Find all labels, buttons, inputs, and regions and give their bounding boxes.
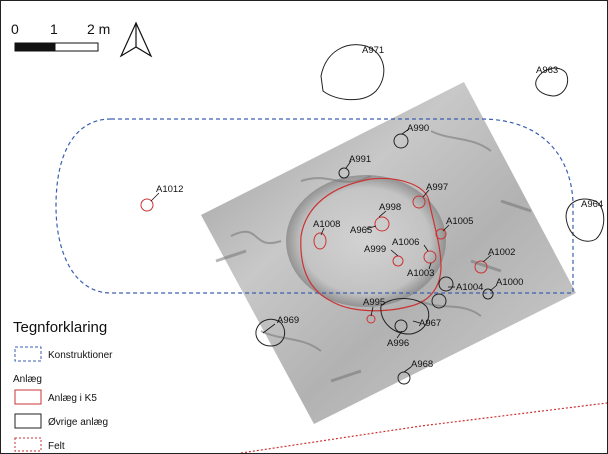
feature-a1003-outline [423,250,437,264]
label-a964: A964 [581,199,603,210]
north-arrow-icon [119,21,153,58]
legend: Tegnforklaring Konstruktioner Anlæg Anlæ… [1,313,161,453]
feature-a1008-outline [313,232,327,250]
legend-label-other: Øvrige anlæg [48,417,108,428]
feature-a969-outline [255,318,286,347]
scale-bar: 0 1 2 m [11,21,110,52]
label-a1006: A1006 [392,237,419,248]
feature-a967-outline [380,298,430,335]
label-a999: A999 [364,244,386,255]
hillshade-raster [201,82,576,424]
scale-label-2: 2 m [87,21,110,37]
feature-a990-outline [393,133,409,149]
feature-a963-outline [535,67,569,97]
label-leaders [150,128,498,373]
feature-a971-outline [320,44,385,101]
construction-outline [55,118,574,294]
label-a997: A997 [426,182,448,193]
k5-labels: A1012 A1008 A998 A997 A965 A1005 A999 A1… [156,182,515,308]
label-a968: A968 [411,359,433,370]
legend-swatch-construction [14,346,42,362]
label-a1008: A1008 [313,219,340,230]
feature-a1012-outline [140,198,154,212]
label-a1004: A1004 [456,282,483,293]
label-a971: A971 [362,45,384,56]
scale-label-0: 0 [11,21,19,37]
legend-swatch-k5 [14,389,42,405]
other-labels: A971 A963 A990 A991 A964 A1004 A1000 A96… [277,45,603,370]
feature-a964-outline [565,198,605,242]
legend-label-k5: Anlæg i K5 [48,393,97,404]
feature-a997-outline [412,195,426,209]
label-a1012: A1012 [156,184,183,195]
label-a996: A996 [387,338,409,349]
feature-a991-outline [338,167,350,179]
label-a998: A998 [379,202,401,213]
feature-small-1-outline [431,293,447,309]
feature-a1002-outline [474,260,488,274]
label-a1003: A1003 [407,268,434,279]
legend-label-field: Felt [48,441,65,452]
legend-header-features: Anlæg [13,374,42,385]
feature-a1000-outline [482,288,494,300]
legend-swatch-other [14,413,42,429]
label-a1005: A1005 [446,216,473,227]
label-a965: A965 [350,225,372,236]
other-features [255,44,605,385]
legend-title: Tegnforklaring [13,319,107,336]
legend-label-construction: Konstruktioner [48,350,113,361]
label-a963: A963 [536,65,558,76]
feature-a1005-outline [435,228,447,240]
label-a995: A995 [363,297,385,308]
label-a990: A990 [407,123,429,134]
label-a967: A967 [419,318,441,329]
feature-a1004-outline [438,276,454,292]
label-a1002: A1002 [488,247,515,258]
label-a1000: A1000 [496,277,523,288]
field-boundary [240,402,607,453]
label-a991: A991 [349,154,371,165]
legend-swatch-field [14,437,42,452]
scale-label-1: 1 [50,21,58,37]
label-a969: A969 [277,315,299,326]
k5-house-outline [300,177,442,312]
feature-a998-outline [374,216,390,232]
